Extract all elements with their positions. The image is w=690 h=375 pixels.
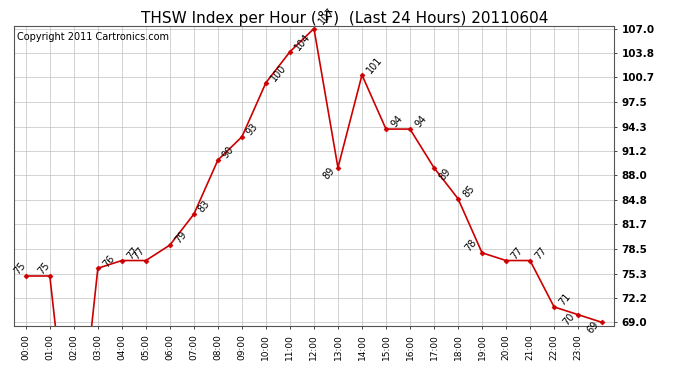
- Text: 90: 90: [221, 145, 236, 160]
- Text: 78: 78: [462, 237, 478, 254]
- Text: 79: 79: [172, 230, 188, 246]
- Text: 89: 89: [437, 166, 453, 182]
- Text: 85: 85: [461, 183, 476, 199]
- Text: 93: 93: [245, 122, 260, 137]
- Text: 77: 77: [125, 245, 140, 261]
- Text: Copyright 2011 Cartronics.com: Copyright 2011 Cartronics.com: [17, 32, 169, 42]
- Text: 107: 107: [317, 6, 336, 26]
- Text: 104: 104: [293, 32, 312, 53]
- Text: 75: 75: [12, 261, 28, 277]
- Text: 83: 83: [197, 199, 213, 215]
- Text: 69: 69: [585, 320, 601, 336]
- Text: 77: 77: [533, 245, 549, 261]
- Text: 94: 94: [388, 114, 404, 130]
- Text: 47: 47: [0, 374, 1, 375]
- Text: 89: 89: [322, 165, 337, 181]
- Text: 71: 71: [557, 292, 573, 308]
- Text: 76: 76: [101, 253, 116, 269]
- Text: 77: 77: [130, 245, 146, 261]
- Text: THSW Index per Hour (°F)  (Last 24 Hours) 20110604: THSW Index per Hour (°F) (Last 24 Hours)…: [141, 11, 549, 26]
- Text: 100: 100: [268, 63, 288, 83]
- Text: 75: 75: [36, 261, 52, 277]
- Text: 70: 70: [562, 312, 577, 328]
- Text: 101: 101: [365, 55, 384, 76]
- Text: 77: 77: [509, 245, 524, 261]
- Text: 94: 94: [413, 114, 428, 130]
